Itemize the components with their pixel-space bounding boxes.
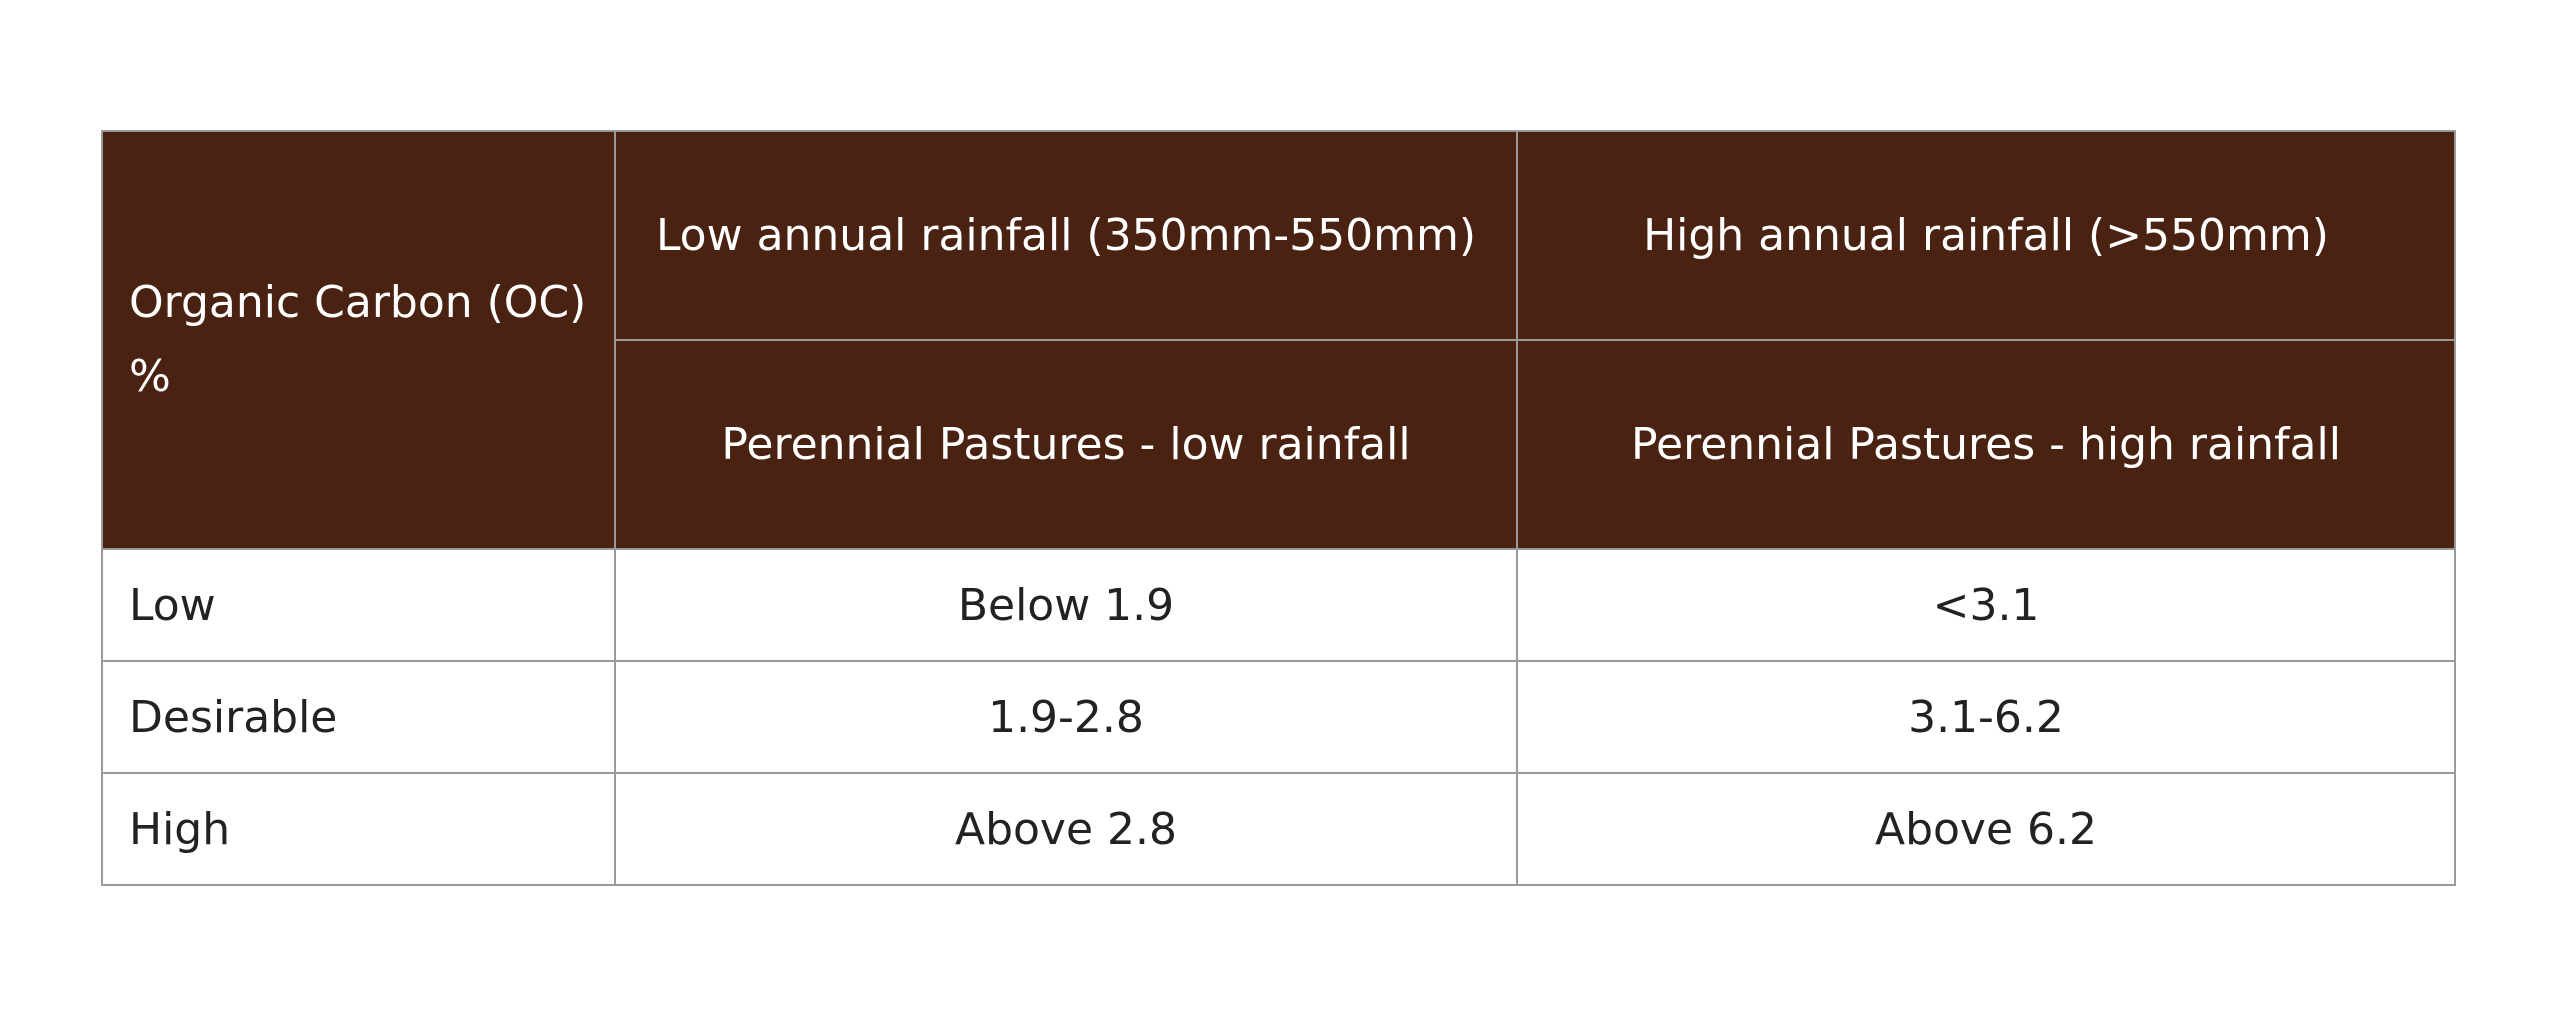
low-rainfall-value: Above 2.8 <box>614 772 1518 886</box>
high-rainfall-value: Above 6.2 <box>1516 772 2456 886</box>
table-header: Organic Carbon (OC) % Low annual rainfal… <box>101 130 2456 550</box>
table-row: High Above 2.8 Above 6.2 <box>101 772 2456 886</box>
header-high-annual-rainfall: High annual rainfall (>550mm) <box>1516 130 2456 341</box>
header-row-rainfall: Organic Carbon (OC) % Low annual rainfal… <box>101 130 2456 550</box>
organic-carbon-table-container: Organic Carbon (OC) % Low annual rainfal… <box>101 130 2456 886</box>
table-row: Desirable 1.9-2.8 3.1-6.2 <box>101 660 2456 774</box>
header-perennial-high-rainfall: Perennial Pastures - high rainfall <box>1516 339 2456 550</box>
row-level-label: Low <box>101 548 616 662</box>
header-perennial-low-rainfall: Perennial Pastures - low rainfall <box>614 339 1518 550</box>
high-rainfall-value: <3.1 <box>1516 548 2456 662</box>
row-level-label: Desirable <box>101 660 616 774</box>
header-low-annual-rainfall: Low annual rainfall (350mm-550mm) <box>614 130 1518 341</box>
row-level-label: High <box>101 772 616 886</box>
high-rainfall-value: 3.1-6.2 <box>1516 660 2456 774</box>
header-row-pastures: Perennial Pastures - low rainfall Perenn… <box>102 339 2456 550</box>
corner-header-organic-carbon: Organic Carbon (OC) % <box>101 130 616 550</box>
low-rainfall-value: Below 1.9 <box>614 548 1518 662</box>
low-rainfall-value: 1.9-2.8 <box>614 660 1518 774</box>
organic-carbon-table: Organic Carbon (OC) % Low annual rainfal… <box>101 130 2456 886</box>
table-row: Low Below 1.9 <3.1 <box>101 548 2456 662</box>
table-body: Low Below 1.9 <3.1 Desirable 1.9-2.8 3.1… <box>101 548 2456 886</box>
